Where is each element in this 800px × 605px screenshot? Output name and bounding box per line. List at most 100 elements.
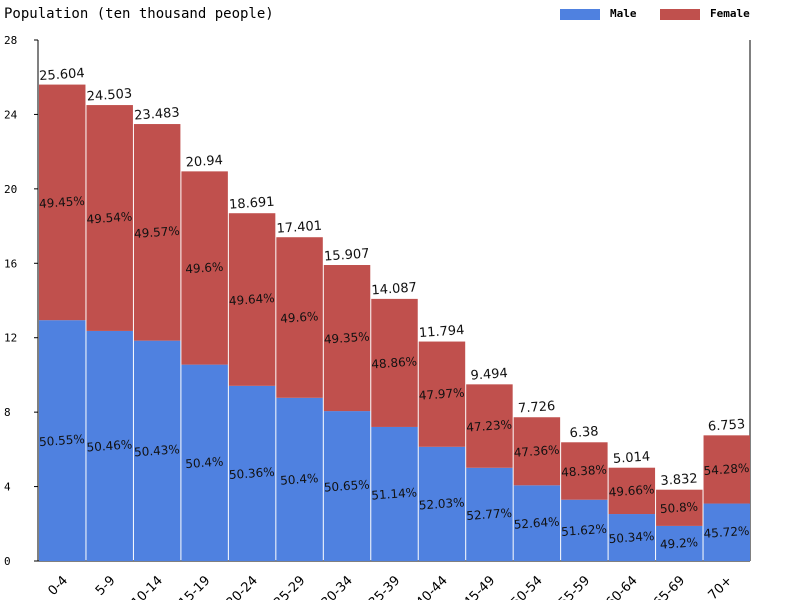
total-label: 25.604 [39,66,85,84]
x-tick-label: 10-14 [129,573,166,600]
x-tick-label: 15-19 [176,573,213,600]
x-tick-label: 70+ [706,573,736,600]
male-percent-label: 50.65% [323,477,370,494]
bar-female [371,298,418,427]
female-percent-label: 47.23% [466,417,513,434]
y-tick-label: 16 [4,257,17,270]
bar-male [228,385,276,561]
total-label: 14.087 [371,280,417,298]
bar-female [323,265,371,412]
x-tick-label: 60-64 [603,573,640,600]
male-percent-label: 51.62% [561,522,608,539]
total-label: 11.794 [419,323,465,341]
bar-female [418,341,466,447]
x-tick-label: 20-24 [224,573,261,600]
bar-female [39,84,86,321]
bar-male [513,485,561,561]
bar-female [703,435,750,504]
bar-female [276,237,323,398]
legend-male-label: Male [610,7,637,20]
female-percent-label: 47.97% [418,386,465,403]
female-percent-label: 49.6% [185,260,224,277]
female-percent-label: 49.54% [86,209,133,226]
total-label: 20.94 [185,153,223,171]
bar-male [703,503,750,561]
bar-male [276,397,323,561]
x-tick-label: 65-69 [651,573,688,600]
bar-female [228,213,276,386]
y-tick-label: 0 [4,555,11,568]
y-tick-label: 4 [4,481,11,494]
female-percent-label: 49.35% [323,329,370,346]
y-tick-label: 8 [4,406,11,419]
bars-group [39,84,750,561]
male-percent-label: 52.64% [513,515,560,532]
total-label: 24.503 [86,87,132,105]
x-tick-label: 0-4 [45,573,71,599]
female-percent-label: 49.6% [280,309,319,326]
total-label: 5.014 [613,449,651,467]
male-percent-label: 52.03% [418,495,465,512]
legend: Male Female [560,7,750,20]
bar-male [39,320,86,561]
male-percent-label: 49.2% [660,535,699,552]
female-percent-label: 48.86% [371,354,418,371]
female-percent-label: 49.57% [134,224,181,241]
x-tick-label: 5-9 [93,573,119,599]
bar-male [86,330,133,561]
male-percent-label: 51.14% [371,485,418,502]
bar-male [371,426,418,561]
bar-male [466,467,513,561]
bar-male [608,514,656,561]
total-label: 7.726 [518,399,556,417]
total-label: 17.401 [276,219,322,237]
male-percent-label: 50.36% [229,465,276,482]
x-tick-label: 40-44 [413,573,450,600]
x-tick-label: 30-34 [319,573,356,600]
male-percent-label: 50.43% [134,442,181,459]
total-label: 15.907 [324,246,370,264]
bar-female [466,384,513,468]
male-percent-label: 52.77% [466,506,513,523]
y-tick-label: 20 [4,183,17,196]
bar-male [133,340,181,561]
total-label: 23.483 [134,105,180,123]
male-percent-label: 50.55% [39,432,86,449]
female-percent-label: 49.64% [229,291,276,308]
bar-male [561,499,608,561]
female-percent-label: 50.8% [660,500,699,517]
y-tick-label: 24 [4,108,18,121]
x-tick-label: 50-54 [508,573,545,600]
bar-female [513,417,561,486]
x-tick-label: 55-59 [556,573,593,600]
female-percent-label: 48.38% [561,462,608,479]
legend-female-label: Female [710,7,750,20]
bar-male [323,411,371,561]
male-percent-label: 50.46% [86,437,133,454]
bar-female [561,442,608,500]
bar-female [133,124,181,341]
total-label: 6.38 [569,424,599,441]
total-label: 3.832 [660,471,698,489]
male-percent-label: 50.34% [608,529,655,546]
y-tick-label: 12 [4,332,17,345]
male-percent-label: 45.72% [703,524,750,541]
legend-female-swatch [660,9,700,20]
total-label: 9.494 [470,366,508,384]
female-percent-label: 54.28% [703,461,750,478]
x-tick-label: 35-39 [366,573,403,600]
y-tick-label: 28 [4,34,17,47]
total-label: 6.753 [707,417,745,435]
female-percent-label: 49.45% [39,194,86,211]
x-tick-label: 25-29 [271,573,308,600]
male-percent-label: 50.4% [280,471,319,488]
bar-female [181,171,228,365]
chart-title: Population (ten thousand people) [4,6,274,22]
legend-male-swatch [560,9,600,20]
bar-male [181,364,228,561]
bar-female [608,467,656,515]
bar-female [86,105,133,331]
male-percent-label: 50.4% [185,455,224,472]
